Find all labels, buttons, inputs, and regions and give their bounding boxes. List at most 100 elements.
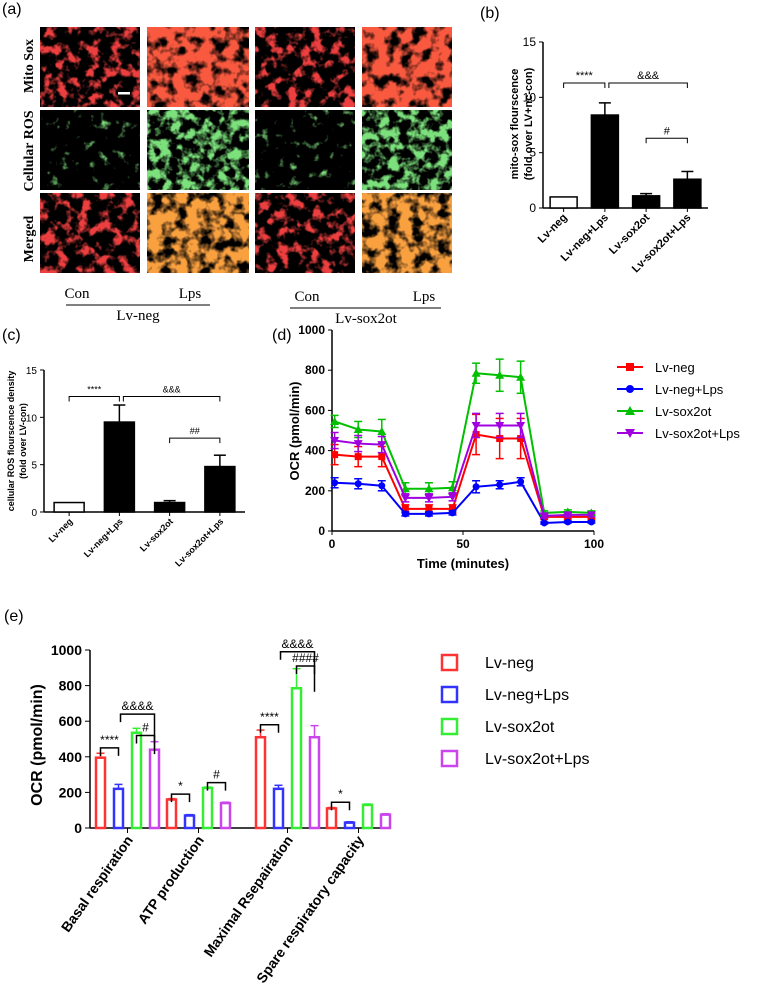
col-label-con-2: Con	[294, 289, 320, 305]
micrograph-signal	[362, 27, 452, 107]
significance-label: ##	[190, 426, 200, 436]
y-tick-label: 10	[523, 90, 537, 104]
micrograph-signal	[147, 110, 249, 190]
bar-lv-neg-lps	[343, 821, 356, 830]
marker-circle	[517, 478, 525, 486]
significance-bracket	[135, 734, 156, 744]
y-tick-label: 15	[523, 35, 537, 49]
bar	[103, 421, 136, 513]
significance-label: *	[338, 787, 343, 801]
legend-label: Lv-sox2ot	[485, 719, 555, 736]
legend-entry: Lv-neg+Lps	[617, 382, 724, 397]
micrograph-grid	[40, 27, 452, 273]
significance-label: #	[142, 720, 149, 734]
significance-bracket	[68, 396, 120, 402]
marker-square	[496, 435, 504, 443]
micrograph-tile-mito-sox-lvsox2ot-con	[255, 27, 355, 107]
significance-label: &&&	[637, 70, 660, 82]
x-tick-label: Lv-neg	[47, 516, 75, 544]
micrograph-signal	[255, 110, 355, 190]
micrograph-tile-merged-lvneg-lps	[147, 193, 249, 273]
y-tick-label: 10	[26, 413, 38, 424]
micrograph-tile-cellular-ros-lvsox2ot-con	[255, 110, 355, 190]
marker-circle	[496, 481, 504, 489]
panel-label-b: (b)	[480, 5, 500, 22]
y-tick-label: 0	[529, 201, 536, 215]
marker-triangle-down	[495, 421, 505, 430]
marker-triangle-down	[330, 437, 340, 446]
bar-lv-neg	[94, 756, 107, 830]
bar-lv-sox2ot-lps	[379, 813, 392, 830]
significance-bracket	[169, 437, 221, 444]
micrograph-tile-merged-lvneg-con	[40, 193, 140, 273]
marker-triangle-down	[424, 494, 434, 503]
series-line	[334, 433, 592, 518]
chart-b-ylabel-line2: (fold over LV+nc-con)	[523, 67, 535, 180]
chart-d-ylabel: OCR (pmol/min)	[287, 382, 302, 481]
bar	[153, 501, 186, 513]
bar-lv-sox2ot-lps	[308, 735, 321, 830]
y-tick-label: 0	[318, 524, 325, 538]
series-line	[334, 480, 592, 524]
micrograph-signal	[147, 27, 249, 107]
series-line	[334, 372, 592, 514]
y-tick-label: 800	[59, 678, 83, 694]
chart-e-ocr-parameters: OCR (pmol/min) 0 200 400 600 800 1000 Basal re…	[29, 637, 590, 986]
x-tick-label: Basal respiration	[58, 833, 136, 935]
micrograph-tile-cellular-ros-lvsox2ot-lps	[362, 110, 452, 190]
significance-bracket	[122, 396, 221, 402]
bar	[549, 196, 578, 209]
bar-lv-sox2ot-lps	[219, 801, 232, 830]
y-tick-label: 1000	[298, 323, 325, 337]
micrograph-signal	[40, 110, 140, 190]
micrograph-signal	[362, 110, 452, 190]
scale-bar	[118, 92, 130, 95]
significance-bracket	[99, 747, 120, 756]
micrograph-signal	[362, 193, 452, 273]
marker-triangle-up	[424, 484, 434, 493]
bar-lv-sox2ot	[130, 731, 143, 830]
significance-label: ****	[87, 385, 102, 395]
y-tick-label: 1000	[51, 642, 82, 658]
micrograph-signal	[255, 193, 355, 273]
marker-triangle-up	[471, 368, 481, 377]
panel-label-a: (a)	[2, 1, 22, 18]
significance-label: &&&&	[121, 699, 153, 713]
chart-e-ylabel: OCR (pmol/min)	[29, 684, 46, 806]
marker-circle	[425, 510, 433, 518]
row-label-merged: Merged	[22, 215, 37, 262]
y-tick-label: 600	[59, 713, 83, 729]
significance-label: ****	[576, 70, 594, 82]
x-tick-label: Lv-sox2ot	[138, 516, 175, 553]
legend-entry: Lv-neg	[617, 360, 695, 375]
micrograph-signal	[40, 27, 140, 107]
significance-bracket	[170, 793, 191, 803]
legend-entry: Lv-sox2ot	[440, 717, 555, 736]
bar-lv-sox2ot-lps	[148, 748, 161, 830]
x-tick-label: 0	[329, 537, 336, 551]
marker-triangle-up	[377, 427, 387, 436]
y-tick-label: 400	[305, 444, 325, 458]
bar-lv-neg-lps	[112, 787, 125, 830]
micrograph-tile-merged-lvsox2ot-lps	[362, 193, 452, 273]
col-label-lps-1: Lps	[179, 286, 202, 302]
significance-bracket	[119, 713, 156, 755]
bar	[631, 195, 661, 209]
marker-triangle-down	[586, 511, 596, 520]
significance-label: ****	[100, 733, 119, 747]
marker-triangle-down	[516, 421, 526, 430]
micrograph-tile-merged-lvsox2ot-con	[255, 193, 355, 273]
marker-square	[354, 453, 362, 461]
marker-circle	[354, 480, 362, 488]
marker-circle	[540, 519, 548, 527]
marker-triangle-up	[625, 406, 635, 415]
bar-lv-neg	[254, 735, 267, 830]
bar-lv-neg-lps	[183, 814, 196, 830]
series-lv-sox2ot	[330, 358, 596, 517]
significance-bracket	[206, 781, 227, 791]
x-tick-label: Lv-sox2ot+Lps	[173, 516, 225, 568]
marker-triangle-down	[377, 441, 387, 450]
significance-label: *	[178, 779, 183, 793]
legend-swatch	[440, 749, 459, 768]
